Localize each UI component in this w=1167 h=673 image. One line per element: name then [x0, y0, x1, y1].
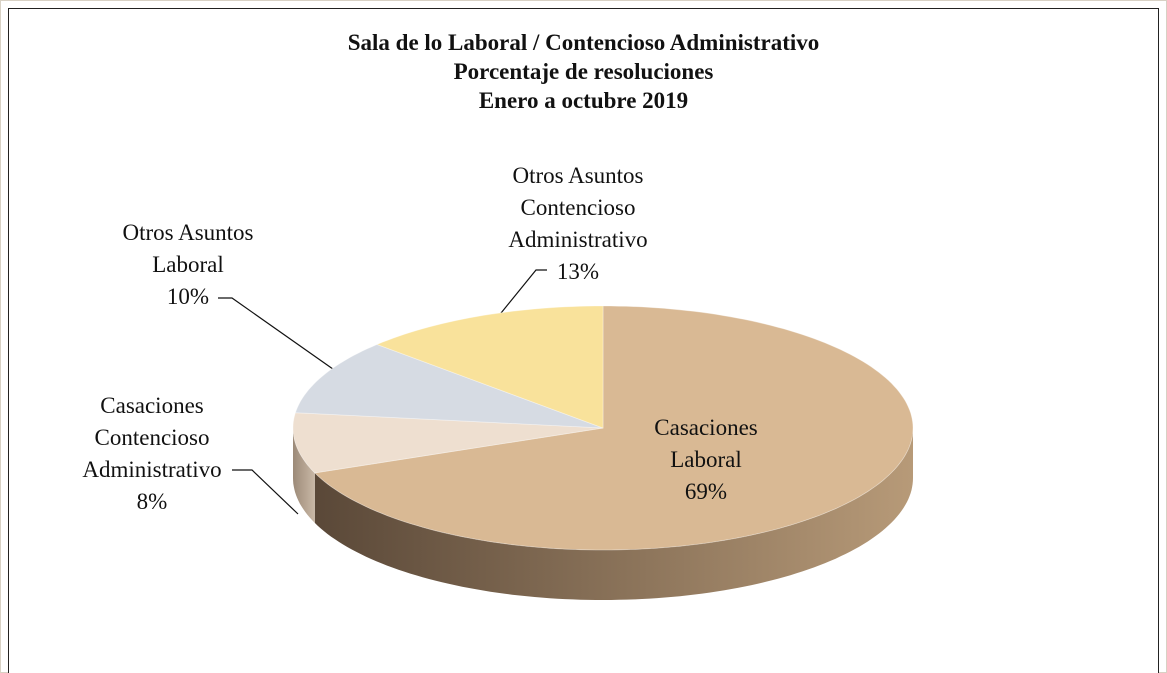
- leader-line: [218, 297, 341, 375]
- leader-line: [496, 269, 547, 319]
- slice: [313, 305, 914, 551]
- chart-title: Sala de lo Laboral / Contencioso Adminis…: [347, 30, 820, 55]
- slice-side: [314, 428, 913, 600]
- slice-value-label: 13%: [556, 259, 600, 284]
- slice: [294, 344, 604, 429]
- slice-value-label: 69%: [684, 479, 728, 504]
- slice-label: Casaciones Laboral: [654, 415, 758, 472]
- chart-subtitle: Enero a octubre 2019: [478, 88, 689, 113]
- slice-value-label: 10%: [166, 284, 210, 309]
- slice: [292, 412, 604, 474]
- slice-value-label: 8%: [136, 489, 168, 514]
- chart-subtitle: Porcentaje de resoluciones: [453, 59, 714, 84]
- slice-side: [293, 428, 315, 523]
- leader-line: [232, 469, 299, 515]
- slice: [375, 305, 604, 429]
- leader-lines: [218, 269, 547, 515]
- slice-label: Casaciones Contencioso Administrativo: [82, 393, 222, 482]
- slice-label: Otros Asuntos Contencioso Administrativo: [508, 163, 648, 252]
- slice-label: Otros Asuntos Laboral: [122, 220, 254, 277]
